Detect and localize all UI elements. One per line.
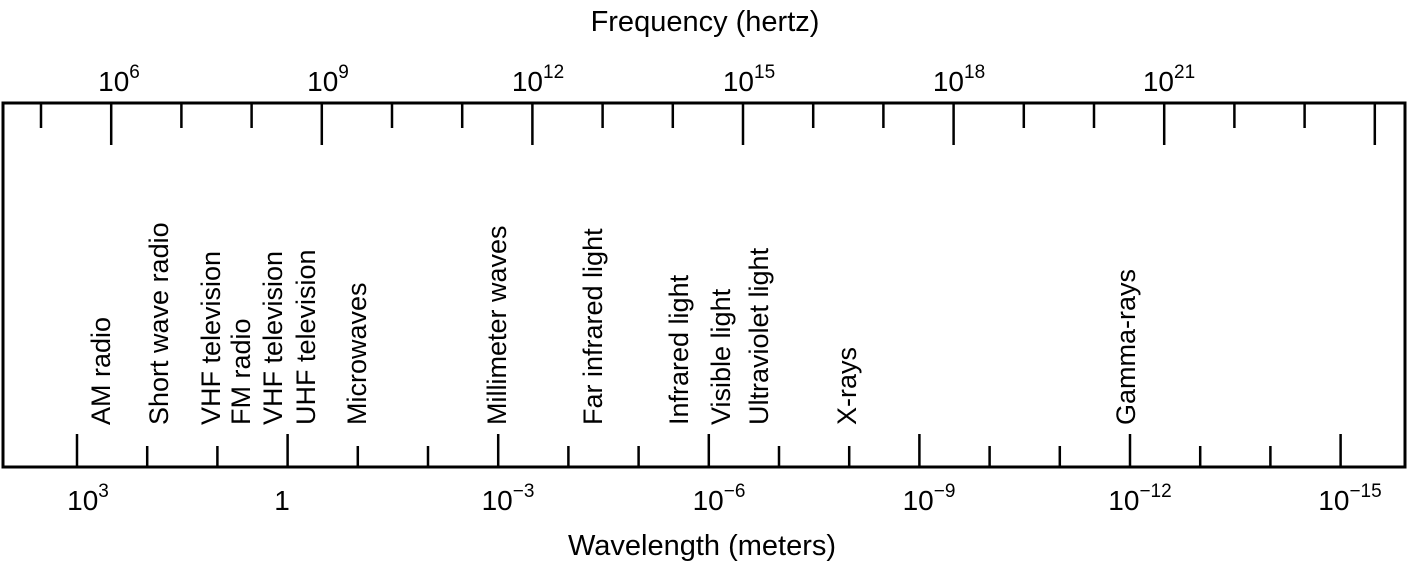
wavelength-tick-label-base: 10 — [67, 485, 98, 516]
band-label-ultraviolet-light: Ultraviolet light — [744, 247, 774, 425]
frequency-tick-label-base: 10 — [512, 66, 543, 97]
band-label-millimeter-waves: Millimeter waves — [482, 225, 512, 425]
wavelength-tick-label-base: 10 — [1108, 485, 1139, 516]
frequency-axis-title: Frequency (hertz) — [591, 6, 820, 38]
wavelength-tick-label-base: 10 — [482, 485, 513, 516]
band-labels: AM radio Short wave radio VHF television FM… — [86, 222, 1141, 425]
band-label-infrared-light: Infrared light — [664, 274, 694, 425]
frequency-tick-label: 1021 — [1143, 62, 1195, 97]
frequency-tick-label-base: 10 — [98, 66, 129, 97]
band-label-fm-radio: FM radio — [226, 318, 256, 425]
wavelength-tick-label: 10−3 — [482, 481, 535, 516]
wavelength-tick-label-base: 10 — [1318, 485, 1349, 516]
frequency-tick-label-exponent: 18 — [964, 62, 985, 83]
wavelength-tick-label: 10−6 — [693, 481, 746, 516]
frequency-tick-label-base: 10 — [723, 66, 754, 97]
frequency-tick-label: 1015 — [723, 62, 775, 97]
frequency-tick-label-exponent: 15 — [754, 62, 775, 83]
wavelength-tick-label: 10−9 — [903, 481, 956, 516]
wavelength-tick-label: 103 — [67, 481, 109, 516]
band-label-uhf-television: UHF television — [291, 249, 321, 425]
wavelength-tick-label: 1 — [274, 485, 290, 516]
frequency-tick-label-exponent: 9 — [338, 62, 349, 83]
frequency-tick-label-base: 10 — [307, 66, 338, 97]
frequency-tick-label: 1018 — [933, 62, 985, 97]
wavelength-tick-label: 10−15 — [1318, 481, 1381, 516]
wavelength-axis-tick-labels: 103 1 10−3 10−6 10−9 10−12 10−15 — [67, 481, 1382, 516]
frequency-tick-label: 106 — [98, 62, 140, 97]
wavelength-tick-label-base: 1 — [274, 485, 290, 516]
frequency-tick-label-exponent: 12 — [543, 62, 564, 83]
frequency-axis-tick-labels: 106 109 1012 1015 1018 1021 — [98, 62, 1195, 97]
frequency-tick-label-base: 10 — [933, 66, 964, 97]
band-label-short-wave-radio: Short wave radio — [144, 222, 174, 425]
band-label-gamma-rays: Gamma-rays — [1111, 269, 1141, 425]
wavelength-tick-label-exponent: −6 — [724, 481, 746, 502]
wavelength-axis-title: Wavelength (meters) — [568, 530, 836, 562]
band-label-far-infrared-light: Far infrared light — [578, 228, 608, 425]
frequency-axis-ticks — [39, 103, 1377, 145]
band-label-x-rays: X-rays — [832, 347, 862, 425]
wavelength-tick-label-exponent: −12 — [1139, 481, 1171, 502]
frequency-tick-label: 109 — [307, 62, 349, 97]
frequency-tick-label-exponent: 6 — [129, 62, 140, 83]
frequency-tick-label-base: 10 — [1143, 66, 1174, 97]
wavelength-tick-label-exponent: 3 — [98, 481, 109, 502]
wavelength-axis-ticks — [75, 434, 1342, 467]
wavelength-tick-label-exponent: −3 — [513, 481, 535, 502]
wavelength-tick-label: 10−12 — [1108, 481, 1171, 516]
band-label-microwaves: Microwaves — [342, 282, 372, 425]
band-label-visible-light: Visible light — [706, 288, 736, 425]
wavelength-tick-label-base: 10 — [903, 485, 934, 516]
band-label-vhf-television: VHF television — [258, 251, 288, 425]
wavelength-tick-label-base: 10 — [693, 485, 724, 516]
band-label-am-radio: AM radio — [86, 317, 116, 425]
spectrum-frame — [1, 101, 1407, 469]
wavelength-tick-label-exponent: −15 — [1349, 481, 1381, 502]
frequency-tick-label: 1012 — [512, 62, 564, 97]
frequency-tick-label-exponent: 21 — [1174, 62, 1195, 83]
band-label-vhf-television: VHF television — [196, 251, 226, 425]
wavelength-tick-label-exponent: −9 — [934, 481, 956, 502]
